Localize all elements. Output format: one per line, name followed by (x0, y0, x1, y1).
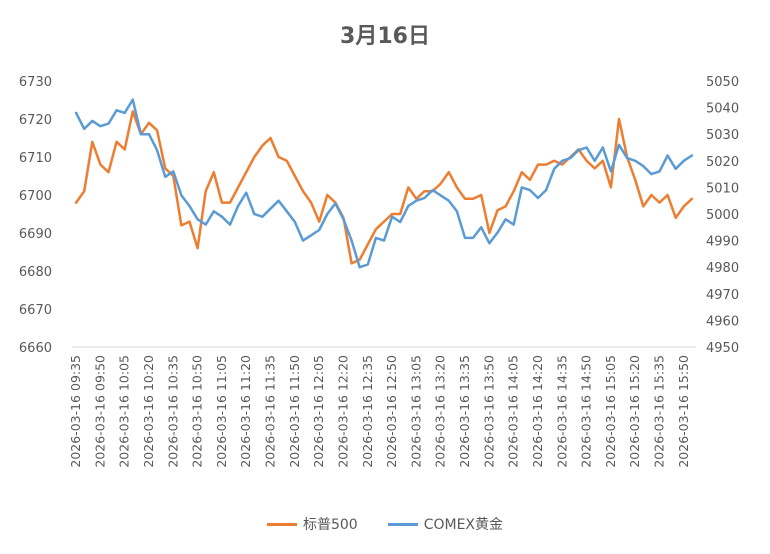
x-tick-label: 2026-03-16 10:20 (141, 355, 156, 468)
plot-series (74, 98, 694, 269)
legend-label-gold: COMEX黄金 (423, 517, 504, 533)
right-y-tick-label: 4950 (706, 341, 739, 356)
x-tick-label: 2026-03-16 13:05 (408, 355, 423, 468)
x-tick-label: 2026-03-16 09:50 (92, 355, 107, 468)
left-y-tick-label: 6720 (19, 113, 52, 128)
left-y-tick-label: 6670 (19, 303, 52, 318)
x-tick-label: 2026-03-16 14:05 (506, 355, 521, 468)
x-tick-label: 2026-03-16 14:50 (579, 355, 594, 468)
chart-title: 3月16日 (340, 24, 430, 49)
x-tick-label: 2026-03-16 14:35 (554, 355, 569, 468)
right-y-tick-label: 4990 (706, 235, 739, 250)
right-y-tick-label: 5020 (706, 155, 739, 170)
right-y-tick-label: 5030 (706, 128, 739, 143)
x-tick-label: 2026-03-16 11:35 (263, 355, 278, 468)
x-tick-label: 2026-03-16 13:35 (457, 355, 472, 468)
legend: 标普500 COMEX黄金 (0, 514, 770, 534)
right-y-tick-label: 4970 (706, 288, 739, 303)
x-tick-label: 2026-03-16 14:20 (530, 355, 545, 468)
x-tick-label: 2026-03-16 12:35 (360, 355, 375, 468)
left-y-tick-label: 6730 (19, 75, 52, 90)
legend-swatch-gold (387, 522, 418, 526)
legend-item-gold: COMEX黄金 (387, 514, 504, 534)
left-y-axis: 6660 6670 6680 6690 6700 6710 6720 6730 (19, 75, 52, 356)
series-line-gold (74, 98, 694, 269)
x-tick-label: 2026-03-16 10:50 (190, 355, 205, 468)
x-tick-label: 2026-03-16 10:35 (165, 355, 180, 468)
legend-item-sp500: 标普500 (266, 514, 358, 534)
x-tick-label: 2026-03-16 15:50 (676, 355, 691, 468)
x-axis-ticks: 2026-03-16 09:35 2026-03-16 09:50 2026-03-… (68, 355, 691, 468)
left-y-tick-label: 6710 (19, 151, 52, 166)
right-y-tick-label: 5040 (706, 102, 739, 117)
x-tick-label: 2026-03-16 10:05 (117, 355, 132, 468)
x-tick-label: 2026-03-16 12:50 (384, 355, 399, 468)
right-y-axis: 4950 4960 4970 4980 4990 5000 5010 5020 5030 5040… (706, 75, 739, 356)
right-y-tick-label: 5050 (706, 75, 739, 90)
left-y-tick-label: 6700 (19, 189, 52, 204)
left-y-tick-label: 6690 (19, 227, 52, 242)
right-y-tick-label: 5010 (706, 181, 739, 196)
x-tick-label: 2026-03-16 15:05 (603, 355, 618, 468)
legend-swatch-sp500 (266, 522, 297, 526)
series-line-sp500 (74, 110, 694, 265)
legend-label-sp500: 标普500 (302, 517, 358, 533)
x-tick-label: 2026-03-16 09:35 (68, 355, 83, 468)
x-tick-label: 2026-03-16 12:05 (311, 355, 326, 468)
x-tick-label: 2026-03-16 11:50 (287, 355, 302, 468)
x-tick-label: 2026-03-16 13:20 (433, 355, 448, 468)
right-y-tick-label: 4980 (706, 261, 739, 276)
left-y-tick-label: 6660 (19, 341, 52, 356)
x-tick-label: 2026-03-16 13:50 (481, 355, 496, 468)
x-tick-label: 2026-03-16 15:20 (627, 355, 642, 468)
x-tick-label: 2026-03-16 11:05 (214, 355, 229, 468)
x-tick-label: 2026-03-16 11:20 (238, 355, 253, 468)
x-tick-label: 2026-03-16 12:20 (335, 355, 350, 468)
x-tick-label: 2026-03-16 15:35 (652, 355, 667, 468)
right-y-tick-label: 4960 (706, 314, 739, 329)
right-y-tick-label: 5000 (706, 208, 739, 223)
left-y-tick-label: 6680 (19, 265, 52, 280)
